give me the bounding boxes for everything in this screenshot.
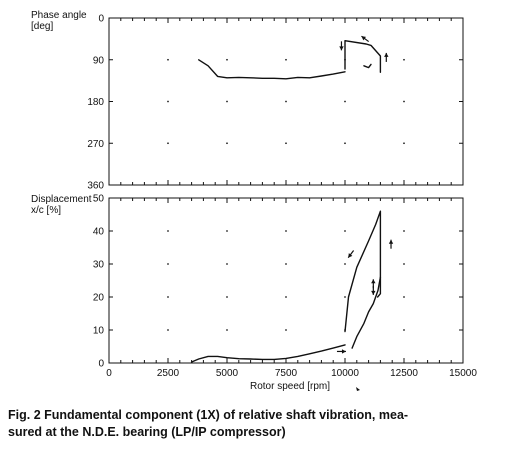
arrow-head: [341, 349, 346, 354]
grid-dot: [285, 230, 287, 232]
grid-dot: [403, 100, 405, 103]
caption-line-2: sured at the N.D.E. bearing (LP/IP compr…: [8, 425, 286, 439]
series-line-1: [198, 59, 346, 80]
direction-arrow: [384, 52, 389, 62]
direction-arrow: [371, 285, 376, 295]
grid-dot: [403, 230, 405, 232]
grid-dot: [344, 230, 346, 232]
grid-dot: [226, 329, 228, 331]
grid-dot: [167, 263, 169, 265]
grid-dot: [226, 142, 228, 145]
y-axis-title-line: Phase angle: [31, 10, 87, 21]
grid-dot: [344, 296, 346, 298]
grid-dot: [285, 296, 287, 298]
x-tick-label: 0: [106, 368, 112, 379]
grid-dot: [403, 296, 405, 298]
arrow-head: [371, 290, 376, 295]
phase-angle-panel: 0 90 180 270 360 Phase angle[deg]: [31, 10, 464, 192]
grid-dot: [285, 263, 287, 265]
arrow-head: [371, 279, 376, 284]
plot-frame: [108, 197, 464, 364]
grid-dot: [403, 329, 405, 331]
grid-dot: [226, 100, 228, 103]
grid-dot: [167, 329, 169, 331]
arrow-head: [384, 52, 389, 57]
arrow-head: [339, 46, 344, 51]
y-tick-label: 270: [87, 139, 104, 150]
y-tick-label: 50: [93, 194, 105, 205]
x-tick-label: 15000: [449, 368, 477, 379]
grid-dot: [167, 58, 169, 61]
series-line-2: [344, 210, 382, 333]
grid-dot: [285, 142, 287, 145]
y-axis-title-line: Displacement: [31, 194, 92, 205]
figure-caption: Fig. 2 Fundamental component (1X) of rel…: [8, 407, 503, 441]
arrow-head: [361, 36, 366, 41]
y-tick-label: 0: [98, 359, 104, 370]
grid-dot: [285, 58, 287, 61]
grid-dot: [226, 263, 228, 265]
y-tick-label: 30: [93, 260, 105, 271]
series-line-3: [363, 63, 372, 69]
grid-dot: [344, 263, 346, 265]
direction-arrow: [336, 349, 346, 354]
grid-dot: [344, 100, 346, 103]
y-tick-label: 40: [93, 227, 105, 238]
grid-dot: [403, 263, 405, 265]
series-line-2: [344, 40, 382, 73]
x-tick-label: 2500: [157, 368, 180, 379]
grid-dot: [226, 230, 228, 232]
caption-line-1: Fig. 2 Fundamental component (1X) of rel…: [8, 408, 409, 422]
grid-dot: [403, 58, 405, 61]
grid-dot: [403, 142, 405, 145]
y-tick-label: 360: [87, 181, 104, 192]
arrow-head: [348, 253, 353, 258]
series-line-1: [190, 344, 346, 363]
y-axis-title-line: [deg]: [31, 21, 53, 32]
grid-dot: [167, 296, 169, 298]
y-tick-label: 10: [93, 326, 105, 337]
y-tick-label: 90: [93, 55, 105, 66]
x-tick-label: 5000: [216, 368, 239, 379]
grid-dot: [167, 142, 169, 145]
x-tick-label: 12500: [390, 368, 418, 379]
grid-dot: [226, 58, 228, 61]
grid-dot: [167, 100, 169, 103]
grid-dot: [285, 329, 287, 331]
arrow-head: [388, 239, 394, 244]
grid-dot: [285, 100, 287, 103]
y-tick-label: 20: [93, 293, 105, 304]
grid-dot: [167, 230, 169, 232]
figure: 0 90 180 270 360 Phase angle[deg] 0 10 20 30 40 50D…: [31, 10, 477, 393]
x-tick-label: 7500: [275, 368, 298, 379]
grid-dot: [226, 296, 228, 298]
direction-arrow: [347, 250, 355, 259]
x-axis-title: Rotor speed [rpm]: [250, 381, 330, 392]
x-tick-label: 10000: [331, 368, 359, 379]
series-line-3: [351, 276, 382, 349]
y-tick-label: 0: [98, 14, 104, 25]
grid-dot: [344, 142, 346, 145]
direction-arrow: [388, 239, 394, 249]
direction-arrow: [339, 41, 344, 51]
y-tick-label: 180: [87, 97, 104, 108]
y-axis-title-line: x/c [%]: [31, 205, 61, 216]
stray-mark: [356, 387, 360, 391]
direction-arrow: [361, 35, 370, 43]
